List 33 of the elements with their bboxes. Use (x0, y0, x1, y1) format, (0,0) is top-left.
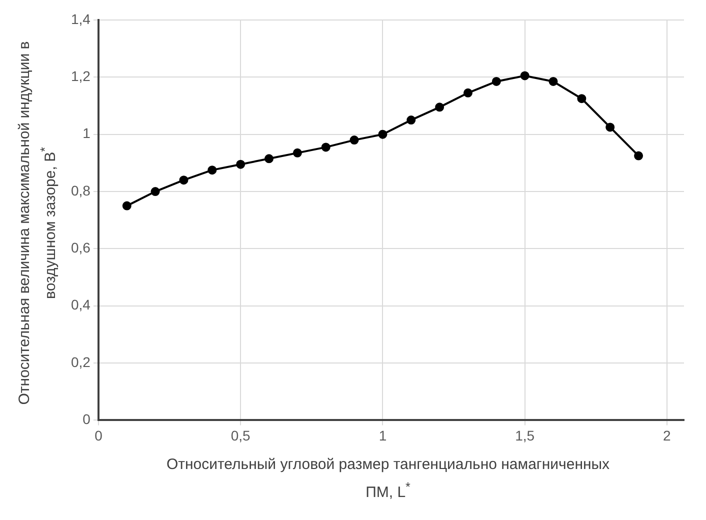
x-tick-label: 1 (378, 427, 387, 444)
x-tick-label: 0,5 (230, 427, 251, 444)
x-tick-label: 1,5 (515, 427, 535, 444)
point (321, 142, 330, 152)
y-tick-label: 1,4 (70, 10, 91, 27)
y-tick-label: 0,2 (70, 354, 91, 370)
point (378, 130, 388, 139)
y-tick-label: 1,2 (70, 68, 91, 84)
point (350, 136, 359, 145)
point (208, 166, 217, 175)
y-tick-label: 0,8 (70, 182, 91, 198)
point (292, 148, 302, 158)
y-tick-label: 1 (82, 125, 91, 142)
point (406, 116, 416, 125)
y-tick-label: 0 (82, 411, 91, 428)
point (122, 201, 132, 210)
point (634, 151, 644, 160)
y-tick-label: 0,6 (70, 240, 91, 256)
point (463, 88, 472, 98)
point (150, 187, 160, 196)
x-tick-label: 2 (663, 427, 672, 444)
point (492, 76, 501, 86)
x-axis-title: Относительный угловой размер тангенциально намагниченных ПМ, L$^{*}$ (165, 455, 611, 503)
point (435, 102, 444, 112)
point (577, 94, 586, 104)
point (179, 176, 188, 185)
point (236, 160, 246, 169)
x-tick-label: 0 (94, 427, 103, 444)
point (606, 122, 615, 132)
point (264, 154, 274, 164)
point (548, 76, 558, 86)
point (520, 71, 530, 80)
y-tick-label: 0,4 (70, 296, 91, 313)
